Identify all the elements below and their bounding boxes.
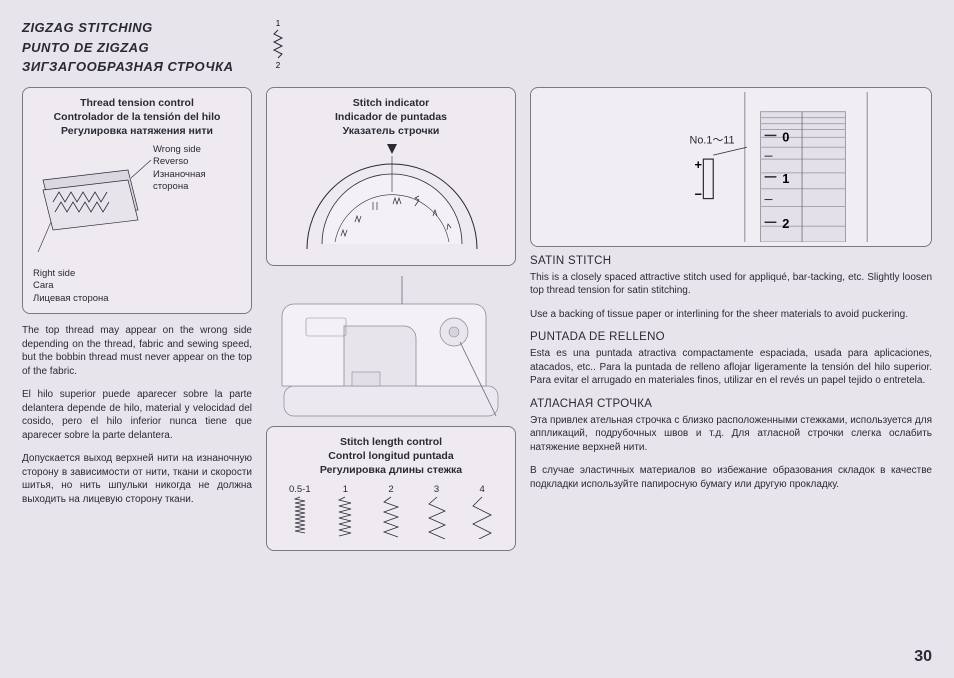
stitch-indicator-box: Stitch indicator Indicador de puntadas У…: [266, 87, 516, 267]
length-dial-illustration: No.1～11 + − 0: [530, 87, 932, 247]
wrong-side-ru: Изнаночная сторона: [153, 169, 241, 194]
indicator-title-ru: Указатель строчки: [277, 124, 505, 138]
tension-title-en: Thread tension control: [33, 96, 241, 110]
stitch-length-box: Stitch length control Control longitud p…: [266, 426, 516, 551]
left-para-en: The top thread may appear on the wrong s…: [22, 324, 252, 378]
dial-mark-0: 0: [782, 129, 789, 144]
wrong-side-en: Wrong side: [153, 144, 241, 156]
stitch-dial-illustration: [277, 144, 497, 254]
svg-text:+: +: [694, 156, 701, 171]
left-para-es: El hilo superior puede aparecer sobre la…: [22, 388, 252, 442]
satin-p1: This is a closely spaced attractive stit…: [530, 271, 932, 298]
icon-bot-num: 2: [276, 61, 281, 68]
title-en: ZIGZAG STITCHING: [22, 18, 932, 38]
title-es: PUNTO DE ZIGZAG: [22, 38, 932, 58]
right-side-es: Cara: [33, 280, 241, 292]
indicator-title-en: Stitch indicator: [277, 96, 505, 110]
svg-text:−: −: [694, 186, 701, 201]
satin-title-ru: АТЛАСНАЯ СТРОЧКА: [530, 398, 932, 410]
stitch-samples-row: 0.5-1 1 2 3 4: [277, 484, 505, 542]
length-title-es: Control longitud puntada: [277, 449, 505, 463]
right-column: No.1～11 + − 0: [530, 87, 932, 561]
fabric-diagram: Wrong side Reverso Изнаночная сторона: [33, 144, 241, 264]
page-titles: ZIGZAG STITCHING PUNTO DE ZIGZAG ЗИГЗАГО…: [22, 18, 932, 77]
len-label-4: 4: [470, 484, 494, 495]
length-title-en: Stitch length control: [277, 435, 505, 449]
tension-control-box: Thread tension control Controlador de la…: [22, 87, 252, 315]
fabric-zigzag-illustration: [33, 152, 153, 262]
len-label-1: 1: [333, 484, 357, 495]
dial-mark-2: 2: [782, 216, 789, 231]
satin-p5: В случае эластичных материалов во избежа…: [530, 464, 932, 491]
sewing-machine-illustration: [266, 276, 516, 426]
len-label-3: 3: [425, 484, 449, 495]
len-label-2: 2: [379, 484, 403, 495]
satin-p3: Esta es una puntada atractiva compactame…: [530, 347, 932, 388]
indicator-title-es: Indicador de puntadas: [277, 110, 505, 124]
right-side-ru: Лицевая сторона: [33, 293, 241, 305]
title-ru: ЗИГЗАГООБРАЗНАЯ СТРОЧКА: [22, 57, 932, 77]
satin-p4: Эта привлек ательная строчка с близко ра…: [530, 414, 932, 455]
zigzag-stitch-icon: 1 2: [268, 18, 288, 71]
satin-p2: Use a backing of tissue paper or interli…: [530, 308, 932, 322]
satin-title-en: SATIN STITCH: [530, 255, 932, 267]
icon-top-num: 1: [276, 19, 281, 28]
length-dial-wheel: 0 1 2: [761, 111, 846, 241]
len-label-0: 0.5-1: [288, 484, 312, 495]
right-side-en: Right side: [33, 268, 241, 280]
page-number: 30: [914, 648, 932, 666]
wrong-side-es: Reverso: [153, 156, 241, 168]
dial-range-label: No.1～11: [690, 134, 735, 146]
tension-title-ru: Регулировка натяжения нити: [33, 124, 241, 138]
left-para-ru: Допускается выход верхней нити на изнано…: [22, 452, 252, 506]
middle-column: Stitch indicator Indicador de puntadas У…: [266, 87, 516, 561]
left-column: Thread tension control Controlador de la…: [22, 87, 252, 561]
length-title-ru: Регулировка длины стежка: [277, 463, 505, 477]
satin-title-es: PUNTADA DE RELLENO: [530, 331, 932, 343]
tension-title-es: Controlador de la tensión del hilo: [33, 110, 241, 124]
dial-mark-1: 1: [782, 170, 789, 185]
